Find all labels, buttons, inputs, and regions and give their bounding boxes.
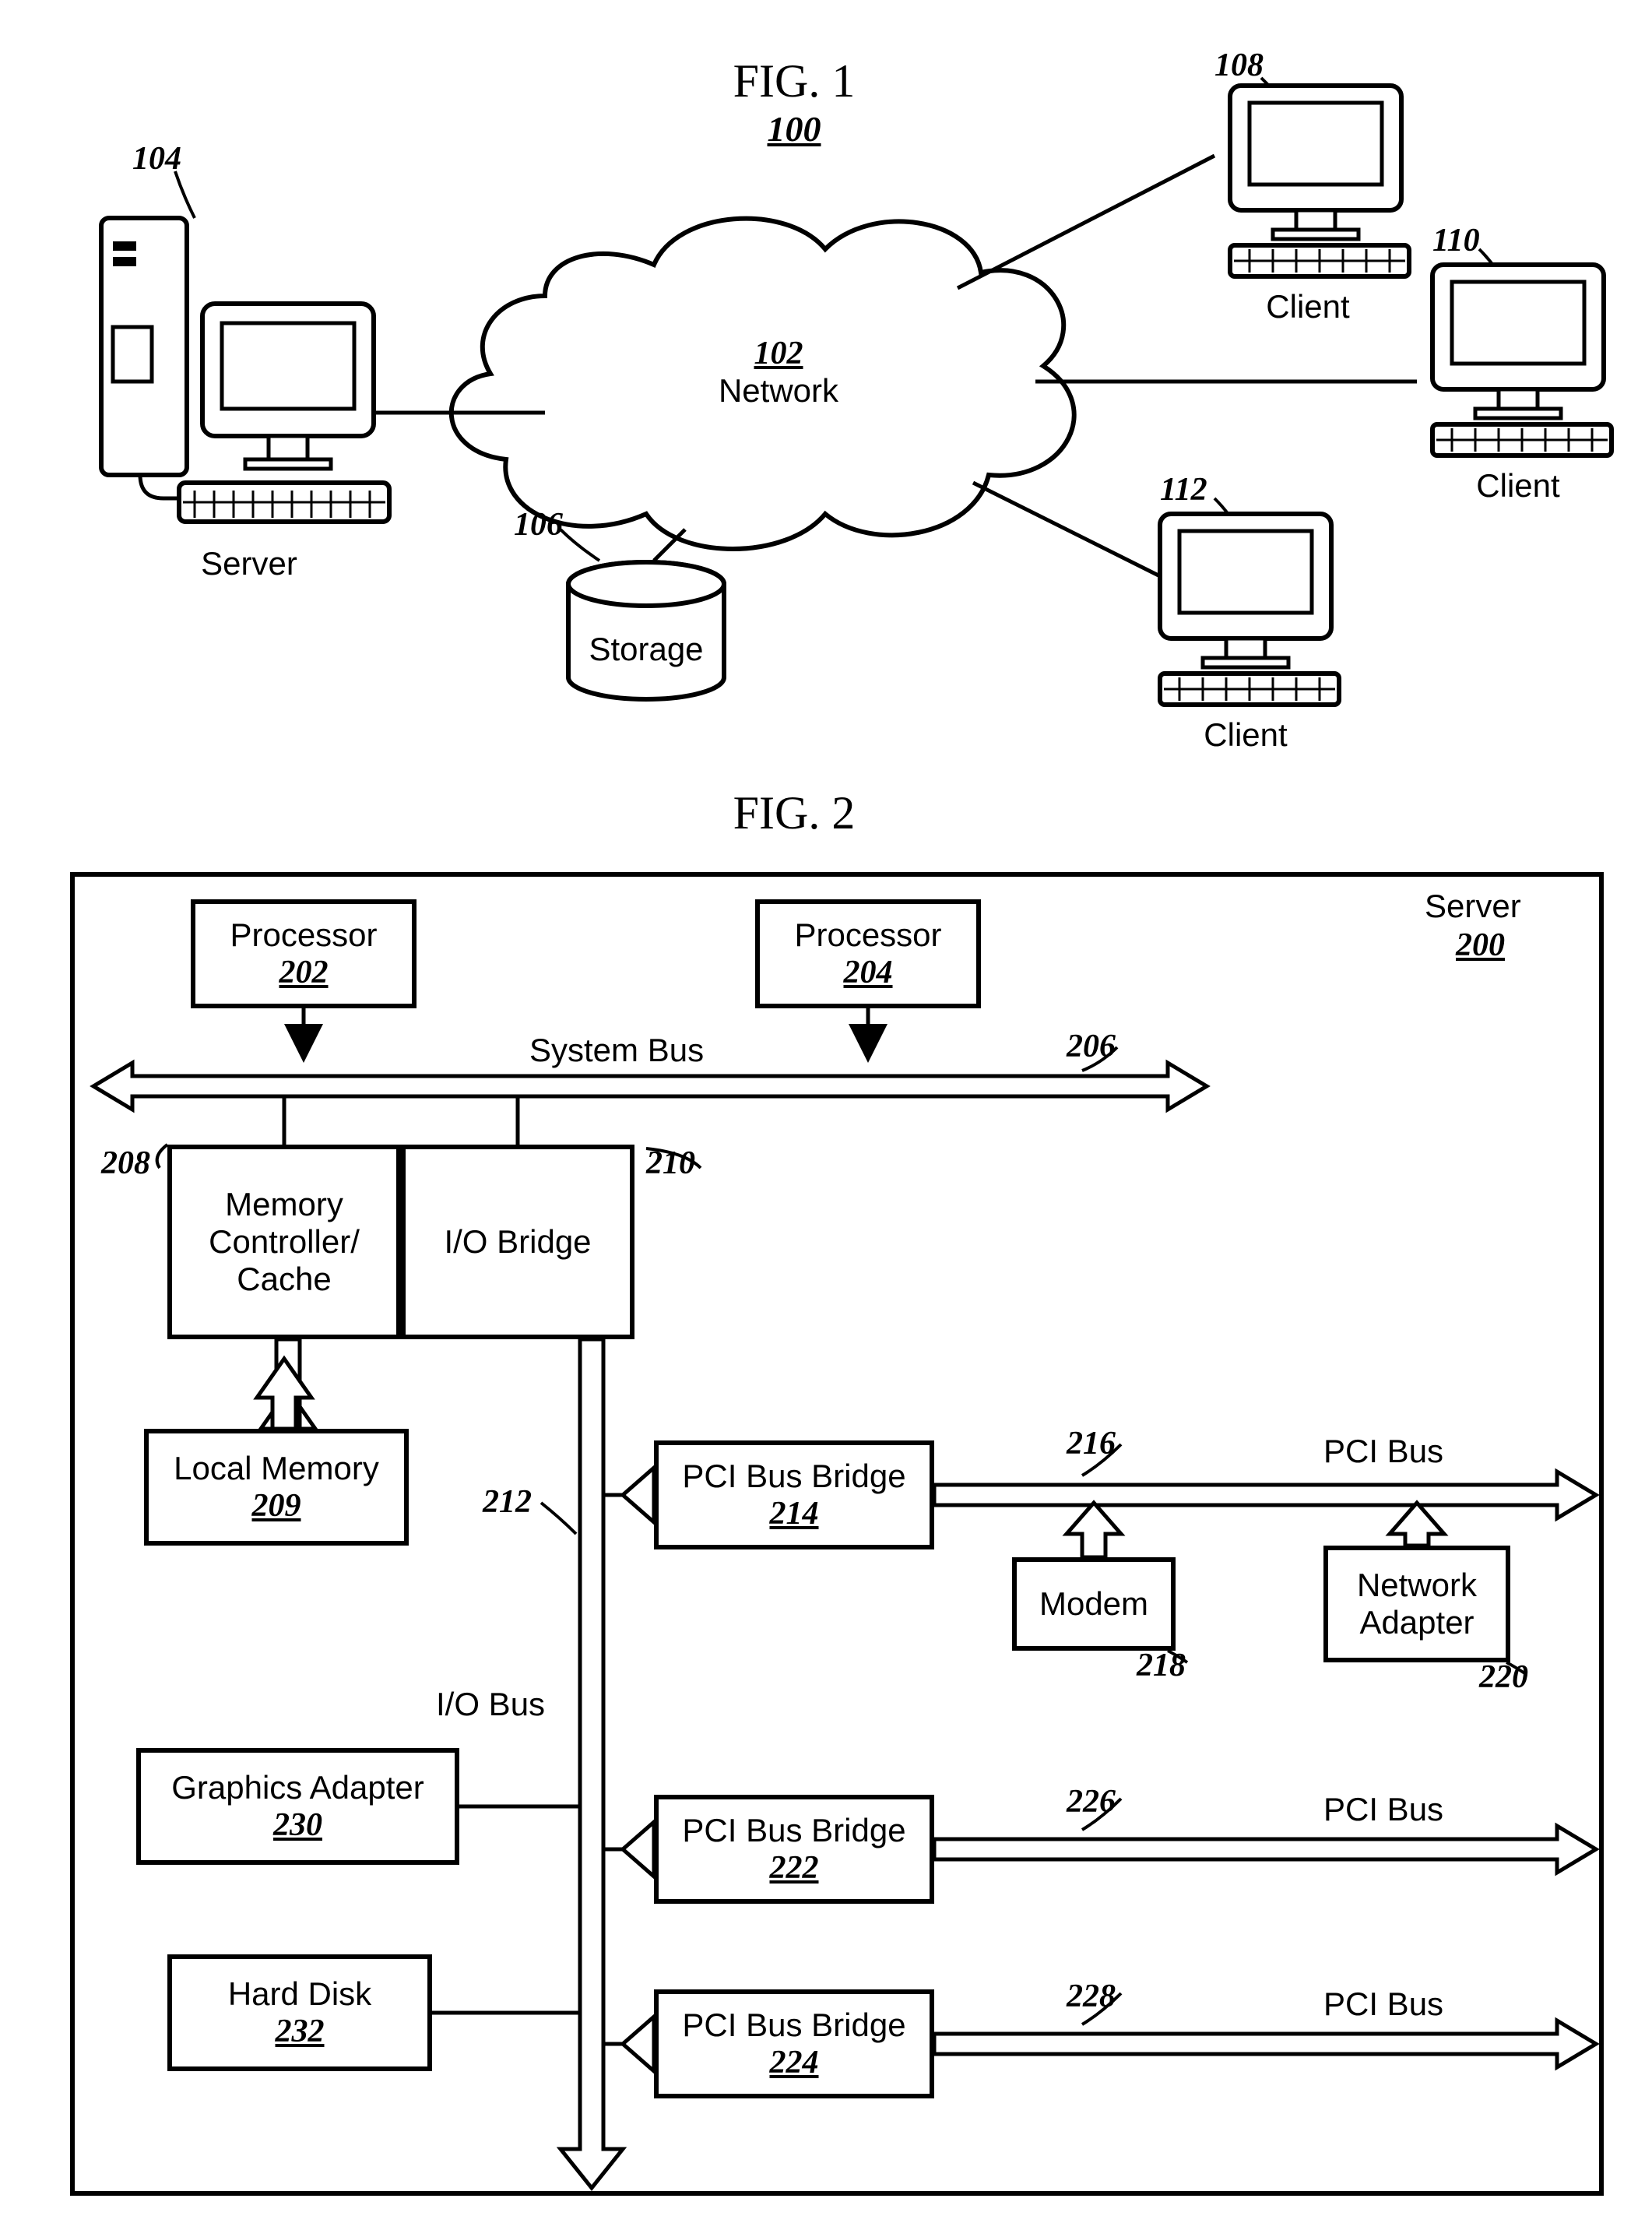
- fig2-svg: [0, 0, 1652, 2230]
